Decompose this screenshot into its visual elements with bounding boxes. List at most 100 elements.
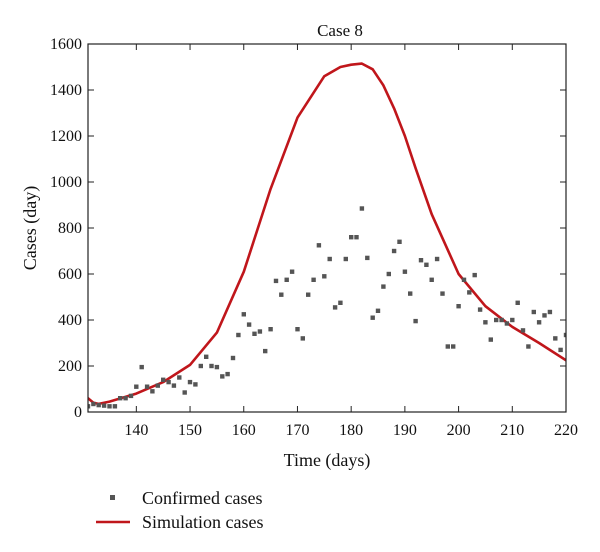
confirmed-point [289, 269, 295, 274]
confirmed-point [494, 317, 499, 323]
legend-label-confirmed: Confirmed cases [142, 488, 262, 508]
x-tick-label: 150 [178, 422, 202, 439]
confirmed-point [128, 393, 134, 399]
x-axis: 140 150 160 170 180 190 200 210 220 [124, 44, 578, 439]
legend-marker-confirmed [110, 495, 115, 500]
confirmed-point [284, 277, 289, 282]
confirmed-point [434, 256, 440, 262]
confirmed-point [563, 332, 566, 338]
simulation-line [88, 62, 566, 406]
x-tick-label: 170 [285, 422, 309, 439]
y-tick-label: 1600 [50, 36, 82, 53]
confirmed-point [391, 248, 397, 254]
confirmed-point [177, 375, 182, 380]
confirmed-point [338, 300, 343, 305]
confirmed-point [488, 337, 493, 342]
confirmed-point [343, 256, 348, 262]
confirmed-point [440, 291, 445, 296]
confirmed-point [118, 396, 123, 401]
confirmed-point [327, 256, 332, 262]
x-tick-label: 160 [232, 422, 256, 439]
legend-label-simulation: Simulation cases [142, 512, 263, 532]
confirmed-point [139, 364, 144, 370]
confirmed-point [204, 354, 209, 359]
confirmed-point [402, 269, 408, 274]
confirmed-point [467, 290, 472, 295]
confirmed-point [150, 389, 155, 394]
x-tick-label: 220 [554, 422, 578, 439]
confirmed-point [316, 243, 322, 248]
confirmed-point [429, 277, 434, 282]
confirmed-point [171, 383, 177, 388]
confirmed-point [263, 348, 268, 354]
x-tick-label: 210 [500, 422, 524, 439]
confirmed-point [451, 344, 456, 349]
legend: Confirmed cases Simulation cases [96, 488, 263, 532]
confirmed-point [354, 235, 359, 240]
confirmed-point [461, 277, 467, 282]
x-tick-label: 180 [339, 422, 363, 439]
x-tick-label: 200 [447, 422, 471, 439]
confirmed-point [257, 329, 263, 334]
confirmed-point [504, 321, 510, 326]
confirmed-point [499, 317, 504, 323]
confirmed-point [214, 364, 220, 370]
confirmed-point [472, 272, 477, 278]
confirmed-point [220, 374, 225, 379]
confirmed-point [295, 327, 300, 332]
confirmed-point [349, 235, 354, 240]
confirmed-point [359, 206, 365, 211]
plot-frame [87, 43, 567, 413]
confirmed-point [365, 255, 370, 261]
confirmed-point [515, 300, 520, 305]
confirmed-point [370, 315, 375, 320]
y-tick-label: 1400 [50, 82, 82, 99]
confirmed-point [456, 304, 461, 309]
confirmed-point [198, 363, 203, 369]
confirmed-point [332, 305, 338, 310]
confirmed-point [375, 308, 381, 313]
y-tick-label: 0 [74, 404, 82, 421]
y-axis: 0 200 400 600 800 1000 1200 1400 1600 [50, 36, 566, 421]
confirmed-point [413, 318, 418, 324]
confirmed-point [547, 309, 553, 315]
confirmed-point [193, 382, 198, 387]
confirmed-point [510, 317, 515, 323]
confirmed-point [397, 239, 402, 244]
confirmed-point [306, 292, 311, 297]
confirmed-point [408, 291, 413, 296]
x-tick-label: 140 [124, 422, 148, 439]
confirmed-point [96, 402, 101, 408]
y-tick-label: 800 [58, 220, 82, 237]
confirmed-point [542, 313, 547, 318]
confirmed-point [88, 404, 91, 409]
confirmed-point [225, 371, 230, 377]
confirmed-point [236, 332, 241, 338]
series-layer [88, 62, 566, 409]
confirmed-point [91, 401, 96, 407]
confirmed-point [531, 309, 536, 315]
confirmed-point [161, 377, 166, 382]
confirmed-point [268, 327, 273, 332]
confirmed-point [144, 384, 150, 389]
confirmed-point [182, 390, 187, 395]
confirmed-point [477, 307, 483, 312]
confirmed-point [187, 379, 193, 385]
confirmed-point [101, 403, 107, 408]
confirmed-point [134, 384, 139, 389]
chart-title: Case 8 [317, 21, 363, 40]
confirmed-point [553, 336, 558, 341]
confirmed-point [386, 271, 391, 277]
confirmed-point [123, 396, 128, 401]
y-tick-label: 400 [58, 312, 82, 329]
y-tick-label: 600 [58, 266, 82, 283]
confirmed-point [558, 347, 563, 353]
y-tick-label: 1000 [50, 174, 82, 191]
y-tick-label: 200 [58, 358, 82, 375]
confirmed-point [526, 344, 531, 349]
confirmed-point [445, 344, 450, 349]
confirmed-point [418, 258, 424, 263]
confirmed-point [322, 274, 327, 279]
confirmed-point [483, 320, 488, 325]
